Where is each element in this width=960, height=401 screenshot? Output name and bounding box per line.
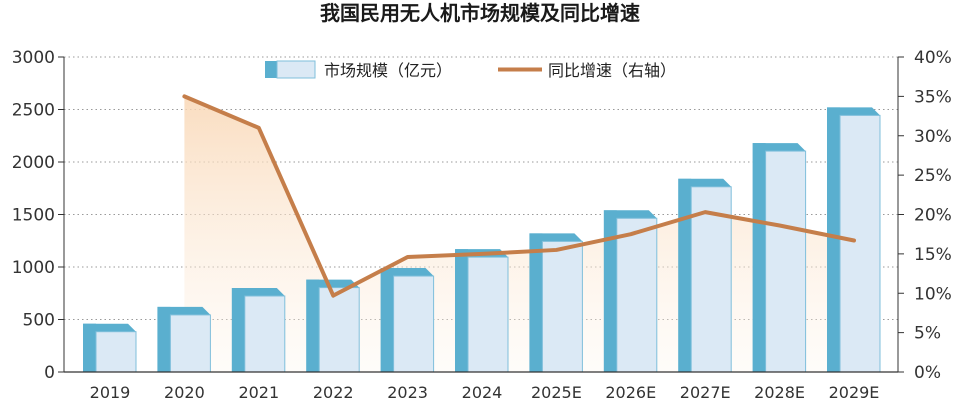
bar-top-face	[529, 233, 583, 242]
left-axis-tick-label: 500	[23, 311, 55, 331]
bar-2024	[455, 249, 509, 373]
axes: 0 500 1000 1500 2000 2500 3000 0% 5% 10% 15% 20% 25%…	[12, 48, 952, 401]
left-axis-tick-label: 2500	[12, 101, 55, 121]
x-axis-tick-label: 2028E	[754, 383, 805, 401]
legend-bar-swatch-front	[276, 60, 316, 79]
bar-front-face	[95, 331, 137, 373]
bar-top-face	[306, 279, 360, 288]
bar-front-face	[839, 114, 881, 373]
x-axis-tick-label: 2027E	[680, 383, 731, 401]
bar-side-face	[306, 279, 320, 372]
bar-top-face	[603, 210, 657, 219]
left-axis-tick-label: 0	[44, 363, 55, 383]
bar-2020	[157, 306, 211, 373]
bar-top-face	[83, 323, 136, 332]
bar-side-face	[529, 233, 543, 372]
bar-2028E	[752, 143, 807, 373]
bar-front-face	[467, 256, 509, 373]
legend-bar-swatch-side	[265, 61, 277, 78]
growth-line	[182, 94, 856, 298]
chart-title: 我国民用无人机市场规模及同比增速	[320, 1, 640, 25]
bar-top-face	[827, 107, 880, 116]
bar-2022	[306, 279, 360, 373]
bar-front-face	[244, 295, 286, 373]
right-axis-tick-label: 25%	[914, 166, 952, 186]
bar-2026E	[603, 210, 658, 373]
right-axis-tick-label: 30%	[914, 127, 952, 147]
growth-line-group	[182, 94, 856, 298]
bar-side-face	[83, 323, 96, 372]
bar-top-face	[231, 288, 285, 296]
bar-side-face	[603, 210, 617, 372]
left-axis-tick-label: 2000	[12, 153, 55, 173]
bar-2027E	[678, 178, 732, 373]
right-axis-tick-label: 5%	[914, 324, 941, 344]
bar-top-face	[157, 306, 211, 315]
bar-side-face	[827, 107, 840, 373]
x-axis-tick-label: 2022	[313, 383, 354, 401]
right-axis-tick-label: 20%	[914, 206, 952, 226]
bar-side-face	[380, 268, 394, 372]
left-axis-tick-label: 1000	[12, 258, 55, 278]
x-axis-tick-label: 2029E	[829, 383, 880, 401]
bar-2019	[83, 323, 137, 373]
x-axis-tick-label: 2023	[387, 383, 428, 401]
bar-top-face	[752, 143, 806, 152]
legend-line-label: 同比增速（右轴）	[548, 61, 676, 80]
bar-2021	[231, 288, 286, 373]
bar-front-face	[690, 186, 732, 373]
right-axis-tick-label: 10%	[914, 284, 952, 304]
left-axis-tick-label: 1500	[12, 206, 55, 226]
bar-front-face	[318, 287, 360, 373]
x-axis-tick-label: 2026E	[605, 383, 656, 401]
legend-bar-label: 市场规模（亿元）	[324, 61, 452, 80]
bar-side-face	[752, 143, 766, 372]
bar-top-face	[380, 268, 434, 277]
x-axis-tick-label: 2019	[90, 383, 131, 401]
x-axis-tick-label: 2024	[462, 383, 503, 401]
bar-top-face	[678, 178, 732, 187]
left-axis-tick-label: 3000	[12, 48, 55, 68]
right-axis-tick-label: 40%	[914, 48, 952, 68]
bar-2023	[380, 268, 435, 373]
bars	[83, 107, 881, 373]
right-axis-tick-label: 0%	[914, 363, 941, 383]
right-axis-tick-label: 15%	[914, 245, 952, 265]
bar-front-face	[393, 275, 435, 373]
legend: 市场规模（亿元） 同比增速（右轴）	[265, 60, 676, 80]
bar-side-face	[157, 306, 171, 372]
x-axis-tick-label: 2021	[238, 383, 279, 401]
x-axis-tick-label: 2020	[164, 383, 205, 401]
bar-front-face	[541, 240, 583, 373]
right-axis-tick-label: 35%	[914, 87, 952, 107]
bar-front-face	[616, 217, 658, 373]
bar-front-face	[169, 314, 211, 373]
bar-2025E	[529, 233, 583, 373]
bar-side-face	[455, 249, 468, 372]
x-axis-tick-label: 2025E	[531, 383, 582, 401]
bar-side-face	[231, 288, 245, 372]
bar-front-face	[765, 150, 807, 373]
bar-2029E	[827, 107, 881, 373]
bar-side-face	[678, 178, 692, 372]
